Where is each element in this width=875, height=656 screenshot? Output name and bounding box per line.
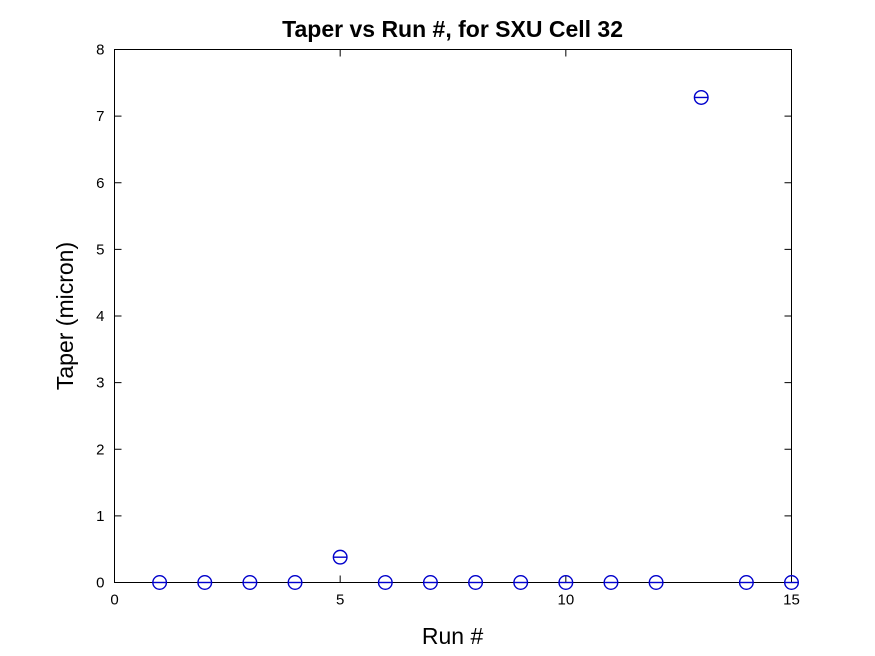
svg-text:4: 4	[96, 308, 104, 325]
svg-text:0: 0	[96, 575, 104, 592]
svg-text:3: 3	[96, 375, 104, 392]
svg-text:5: 5	[336, 592, 344, 609]
svg-text:2: 2	[96, 441, 104, 458]
svg-text:0: 0	[110, 592, 118, 609]
svg-text:6: 6	[96, 175, 104, 192]
svg-text:10: 10	[557, 592, 574, 609]
svg-text:7: 7	[96, 108, 104, 125]
svg-text:8: 8	[96, 42, 104, 59]
svg-text:15: 15	[783, 592, 800, 609]
svg-text:5: 5	[96, 241, 104, 258]
svg-text:1: 1	[96, 508, 104, 525]
